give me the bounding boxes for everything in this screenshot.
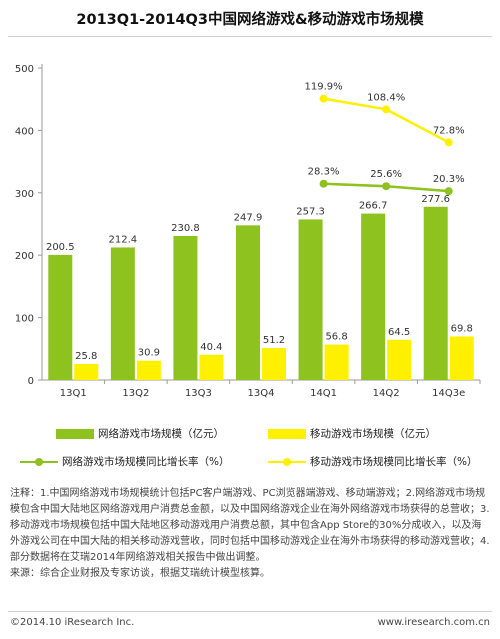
line-point-mobile-growth (382, 105, 391, 114)
bar-value-label-online-market: 247.9 (234, 212, 263, 223)
legend-item-online-market: 网络游戏市场规模（亿元） (56, 426, 224, 441)
bar-value-label-online-market: 200.5 (46, 242, 75, 253)
bar-mobile-market (262, 348, 286, 380)
x-tick-label: 14Q2 (373, 388, 400, 399)
bar-value-label-mobile-market: 30.9 (138, 348, 160, 359)
bar-online-market (48, 254, 73, 380)
line-point-mobile-growth (319, 94, 328, 103)
x-tick-label: 13Q4 (248, 388, 275, 399)
bar-online-market (236, 225, 260, 380)
bar-value-label-online-market: 257.3 (296, 206, 325, 217)
bar-mobile-market (199, 354, 224, 380)
chart-legend: 网络游戏市场规模（亿元） 移动游戏市场规模（亿元） 网络游戏市场规模同比增长率（… (0, 420, 500, 476)
chart-title: 2013Q1-2014Q3中国网络游戏&移动游戏市场规模 (76, 12, 424, 28)
x-tick-label: 13Q3 (185, 388, 212, 399)
y-tick-label: 200 (15, 251, 34, 262)
x-tick-label: 13Q1 (60, 388, 87, 399)
bar-mobile-market (324, 344, 349, 380)
y-tick-label: 300 (15, 189, 34, 200)
bar-value-label-online-market: 277.6 (421, 194, 450, 205)
bar-value-label-mobile-market: 69.8 (451, 323, 473, 334)
bar-mobile-market (136, 360, 161, 380)
bar-value-label-online-market: 266.7 (359, 201, 388, 212)
legend-swatch-mobile-bar (268, 428, 306, 439)
legend-label-online-growth: 网络游戏市场规模同比增长率（%） (62, 456, 230, 468)
chart-notes: 注释：1.中国网络游戏市场规模统计包括PC客户端游戏、PC浏览器端游戏、移动端游… (10, 486, 490, 582)
legend-swatch-mobile-line (268, 457, 306, 467)
line-value-label-mobile-growth: 72.8% (433, 125, 465, 136)
line-point-mobile-growth (444, 138, 453, 147)
bar-online-market (298, 219, 323, 380)
x-tick-label: 14Q3e (432, 388, 465, 399)
bar-online-market (173, 235, 198, 380)
line-point-online-growth (319, 179, 328, 188)
line-point-online-growth (382, 182, 391, 191)
notes-annotation: 注释：1.中国网络游戏市场规模统计包括PC客户端游戏、PC浏览器端游戏、移动端游… (10, 488, 490, 563)
y-tick-label: 400 (15, 126, 34, 137)
line-value-label-online-growth: 25.6% (370, 169, 402, 180)
legend-label-mobile-growth: 移动游戏市场规模同比增长率（%） (310, 456, 478, 468)
title-divider (8, 36, 492, 37)
footer-divider (8, 611, 492, 612)
footer-website: www.iresearch.com.cn (377, 617, 490, 628)
chart-plot: 0 100 200 300 400 500 13Q1 13Q2 13Q3 13Q4 14Q1 14Q2… (15, 64, 481, 399)
y-tick-label: 500 (15, 64, 34, 75)
bar-value-label-online-market: 212.4 (109, 234, 138, 245)
bar-value-label-mobile-market: 51.2 (263, 335, 285, 346)
bar-value-label-mobile-market: 25.8 (75, 351, 97, 362)
bar-value-label-mobile-market: 40.4 (200, 342, 222, 353)
bar-online-market (423, 206, 448, 380)
legend-label-online-market: 网络游戏市场规模（亿元） (98, 428, 224, 440)
bar-value-label-mobile-market: 64.5 (388, 327, 410, 338)
bar-mobile-market (449, 336, 474, 380)
line-point-online-growth (444, 187, 453, 196)
line-value-label-mobile-growth: 119.9% (305, 82, 343, 93)
bar-online-market (361, 213, 386, 380)
legend-item-mobile-market: 移动游戏市场规模（亿元） (268, 426, 436, 441)
line-value-label-online-growth: 28.3% (308, 167, 340, 178)
bar-value-label-mobile-market: 56.8 (325, 332, 347, 343)
legend-label-mobile-market: 移动游戏市场规模（亿元） (310, 428, 436, 440)
x-tick-label: 14Q1 (310, 388, 337, 399)
legend-item-mobile-growth: 移动游戏市场规模同比增长率（%） (268, 454, 477, 469)
footer-copyright: ©2014.10 iResearch Inc. (10, 617, 135, 628)
notes-source: 来源：综合企业财报及专家访谈，根据艾瑞统计模型核算。 (10, 568, 270, 579)
legend-swatch-online-bar (56, 428, 94, 439)
legend-swatch-online-line (20, 457, 58, 467)
y-tick-label: 100 (15, 314, 34, 325)
line-value-label-online-growth: 20.3% (433, 174, 465, 185)
bar-online-market (110, 247, 135, 380)
legend-item-online-growth: 网络游戏市场规模同比增长率（%） (20, 454, 229, 469)
bar-mobile-market (74, 363, 99, 380)
line-value-label-mobile-growth: 108.4% (367, 92, 405, 103)
x-tick-label: 13Q2 (122, 388, 149, 399)
bar-value-label-online-market: 230.8 (171, 223, 200, 234)
bar-mobile-market (387, 339, 412, 380)
line-mobile-growth (323, 97, 450, 144)
y-tick-label: 0 (28, 376, 34, 387)
